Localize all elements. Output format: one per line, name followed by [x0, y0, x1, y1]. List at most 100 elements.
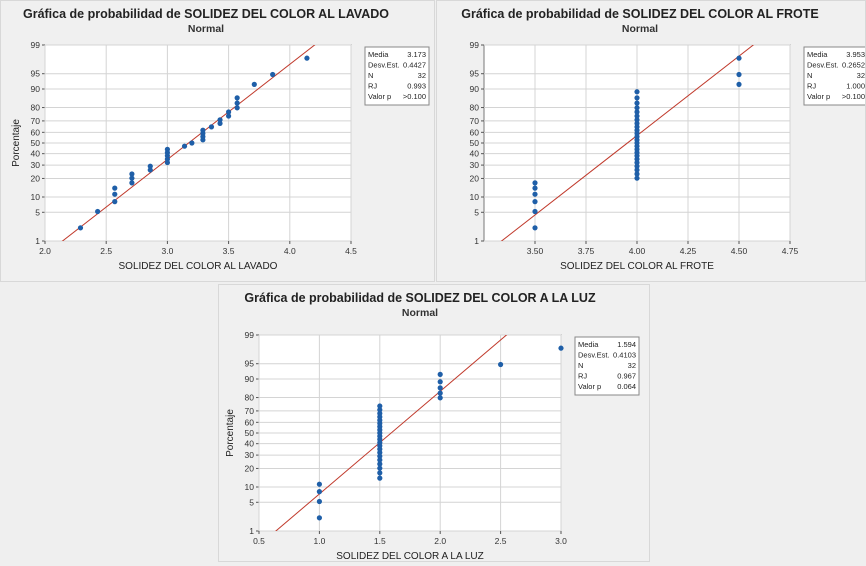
y-tick-label: 10: [31, 192, 41, 202]
stats-value: 32: [418, 71, 426, 80]
data-point: [112, 191, 118, 197]
y-tick-label: 99: [31, 40, 41, 50]
data-point: [316, 481, 322, 487]
data-point: [437, 385, 443, 391]
data-point: [112, 199, 118, 205]
y-tick-label: 30: [245, 450, 255, 460]
y-tick-label: 60: [245, 417, 255, 427]
y-tick-label: 90: [470, 84, 480, 94]
stats-value: 1.000: [846, 82, 865, 91]
data-point: [498, 361, 504, 368]
chart-title: Gráfica de probabilidad de SOLIDEZ DEL C…: [461, 7, 818, 21]
stats-label: Valor p: [578, 382, 601, 391]
data-point: [634, 95, 640, 101]
data-point: [77, 225, 84, 231]
x-tick-label: 4.75: [782, 246, 799, 256]
stats-label: Desv.Est.: [368, 61, 400, 70]
stats-value: 0.2652: [842, 61, 865, 70]
data-point: [634, 100, 640, 106]
y-axis-label: Porcentaje: [11, 119, 22, 167]
y-tick-label: 20: [245, 463, 255, 473]
data-point: [234, 100, 240, 106]
data-point: [437, 379, 443, 385]
stats-label: RJ: [368, 82, 377, 91]
stats-label: Desv.Est.: [578, 351, 610, 360]
probability-plot-luz: Gráfica de probabilidad de SOLIDEZ DEL C…: [225, 291, 640, 562]
fit-line: [500, 45, 755, 241]
stats-value: 0.064: [617, 382, 636, 391]
y-tick-label: 20: [470, 173, 480, 183]
fit-line: [61, 45, 316, 241]
x-tick-label: 0.5: [253, 536, 265, 546]
stats-value: 3.953: [846, 50, 865, 59]
data-point: [634, 89, 640, 95]
data-point: [129, 180, 135, 186]
data-point: [226, 109, 232, 115]
chart-subtitle: Normal: [188, 23, 224, 35]
data-point: [634, 113, 640, 119]
stats-legend-box: [574, 336, 640, 396]
stats-value: 0.967: [617, 372, 636, 381]
data-point: [736, 55, 742, 61]
stats-label: Valor p: [807, 92, 830, 101]
data-point: [377, 470, 383, 476]
y-tick-label: 80: [31, 103, 41, 113]
data-point: [208, 124, 215, 130]
data-point: [532, 191, 538, 197]
y-tick-label: 30: [470, 160, 480, 170]
y-tick-label: 1: [249, 526, 254, 536]
chart-title: Gráfica de probabilidad de SOLIDEZ DEL C…: [23, 7, 389, 21]
y-tick-label: 5: [35, 207, 40, 217]
data-point: [377, 457, 383, 463]
y-tick-label: 50: [470, 138, 480, 148]
data-point: [634, 105, 640, 111]
data-point: [147, 167, 153, 173]
stats-label: Media: [368, 50, 389, 59]
data-point: [304, 55, 310, 61]
stats-legend-box: [364, 46, 430, 106]
data-point: [558, 345, 564, 351]
x-tick-label: 4.00: [629, 246, 646, 256]
stats-value: 1.594: [617, 340, 636, 349]
y-tick-label: 40: [31, 149, 41, 159]
y-tick-label: 80: [245, 393, 255, 403]
y-tick-label: 5: [249, 497, 254, 507]
data-point: [316, 498, 322, 505]
chart-panel-luz: Gráfica de probabilidad de SOLIDEZ DEL C…: [218, 284, 650, 562]
data-point: [217, 117, 223, 123]
data-point: [251, 81, 257, 87]
x-tick-label: 2.5: [495, 536, 507, 546]
stats-value: >0.100: [403, 92, 426, 101]
chart-panel-frote: Gráfica de probabilidad de SOLIDEZ DEL C…: [436, 0, 866, 282]
y-tick-label: 5: [474, 207, 479, 217]
x-axis-label: SOLIDEZ DEL COLOR A LA LUZ: [336, 551, 483, 561]
data-point: [377, 461, 383, 467]
data-point: [217, 120, 223, 127]
stats-value: 0.4427: [403, 61, 426, 70]
y-tick-label: 50: [245, 428, 255, 438]
data-point: [164, 146, 170, 152]
chart-subtitle: Normal: [622, 23, 658, 35]
data-point: [95, 208, 101, 215]
x-tick-label: 2.5: [100, 246, 112, 256]
y-tick-label: 60: [470, 127, 480, 137]
y-tick-label: 90: [31, 84, 41, 94]
data-point: [234, 95, 240, 101]
x-tick-label: 4.25: [680, 246, 697, 256]
y-tick-label: 1: [35, 236, 40, 246]
x-tick-label: 2.0: [434, 536, 446, 546]
data-point: [437, 395, 443, 401]
probability-plot-lavado: Gráfica de probabilidad de SOLIDEZ DEL C…: [11, 7, 430, 272]
y-tick-label: 95: [31, 69, 41, 79]
y-tick-label: 95: [470, 69, 480, 79]
data-point: [181, 143, 188, 149]
y-tick-label: 1: [474, 236, 479, 246]
y-tick-label: 90: [245, 374, 255, 384]
data-point: [234, 105, 240, 111]
x-tick-label: 3.0: [555, 536, 567, 546]
stats-value: 0.993: [407, 82, 426, 91]
stats-label: N: [578, 361, 583, 370]
y-tick-label: 70: [470, 116, 480, 126]
y-tick-label: 70: [31, 116, 41, 126]
stats-value: 32: [628, 361, 636, 370]
